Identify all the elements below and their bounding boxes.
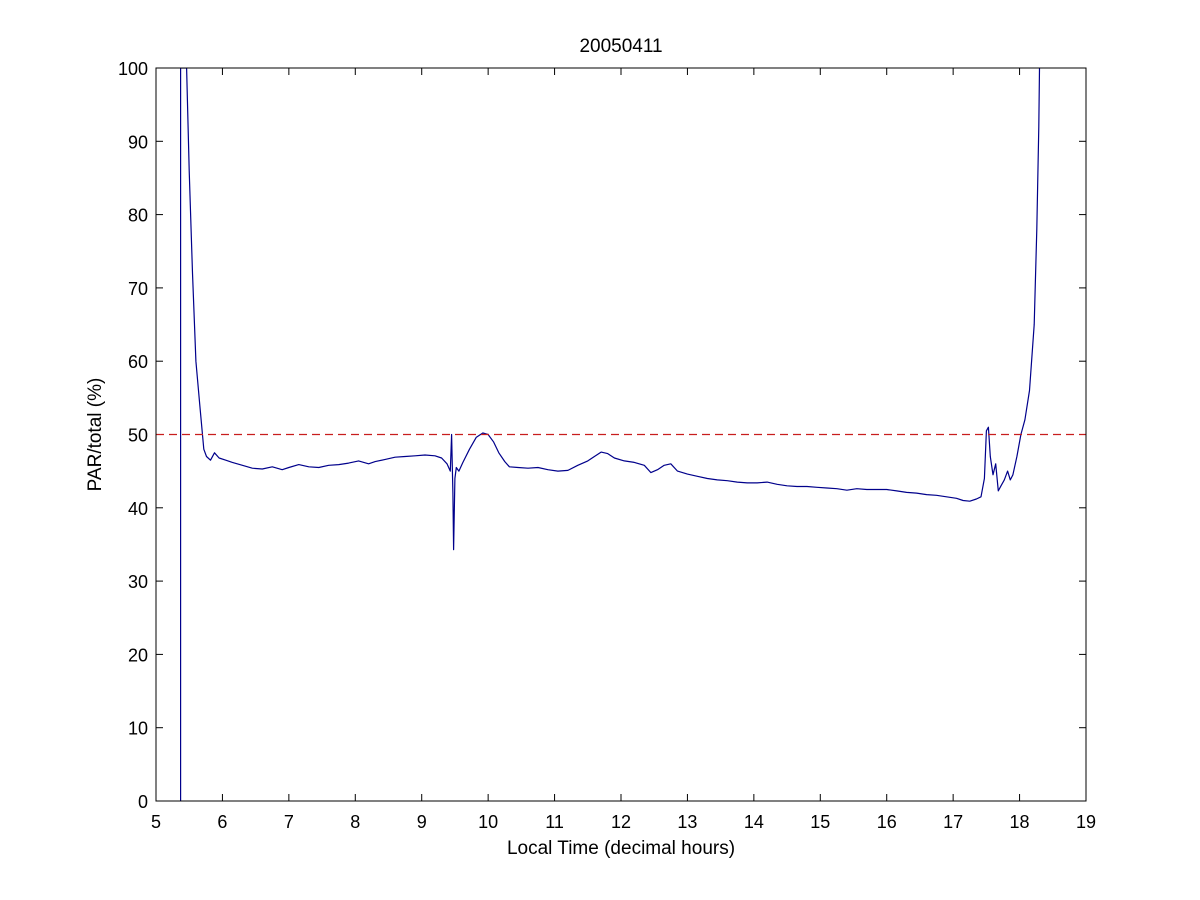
x-tick-label: 13	[677, 812, 697, 832]
x-tick-label: 8	[350, 812, 360, 832]
x-tick-label: 6	[217, 812, 227, 832]
y-tick-label: 100	[118, 59, 148, 79]
y-tick-label: 40	[128, 499, 148, 519]
y-tick-label: 50	[128, 426, 148, 446]
par-ratio-line	[180, 68, 1041, 801]
x-tick-label: 5	[151, 812, 161, 832]
x-tick-label: 9	[417, 812, 427, 832]
x-tick-label: 7	[284, 812, 294, 832]
y-tick-label: 20	[128, 645, 148, 665]
y-tick-label: 10	[128, 719, 148, 739]
series-layer	[156, 68, 1086, 801]
plot-frame	[155, 67, 1087, 802]
x-tick-label: 19	[1076, 812, 1096, 832]
x-tick-label: 12	[611, 812, 631, 832]
x-tick-label: 11	[545, 812, 564, 832]
y-tick-label: 90	[128, 132, 148, 152]
y-axis-label: PAR/total (%)	[85, 378, 106, 492]
chart-title: 20050411	[579, 36, 662, 57]
x-tick-label: 10	[478, 812, 498, 832]
x-axis-label: Local Time (decimal hours)	[507, 838, 735, 859]
x-tick-label: 14	[744, 812, 764, 832]
x-tick-label: 16	[877, 812, 897, 832]
y-tick-label: 80	[128, 206, 148, 226]
y-tick-label: 70	[128, 279, 148, 299]
y-tick-label: 30	[128, 572, 148, 592]
x-tick-label: 18	[1010, 812, 1030, 832]
x-tick-label: 15	[810, 812, 830, 832]
plot-area	[156, 68, 1086, 801]
ticks-layer: 5 6 7 8 9 10 11 12 13 14 15 16 17 18 19 0 10 20 30 40 50 60 70…	[118, 59, 1096, 832]
x-tick-label: 17	[943, 812, 963, 832]
y-tick-label: 0	[138, 792, 148, 812]
y-tick-label: 60	[128, 352, 148, 372]
